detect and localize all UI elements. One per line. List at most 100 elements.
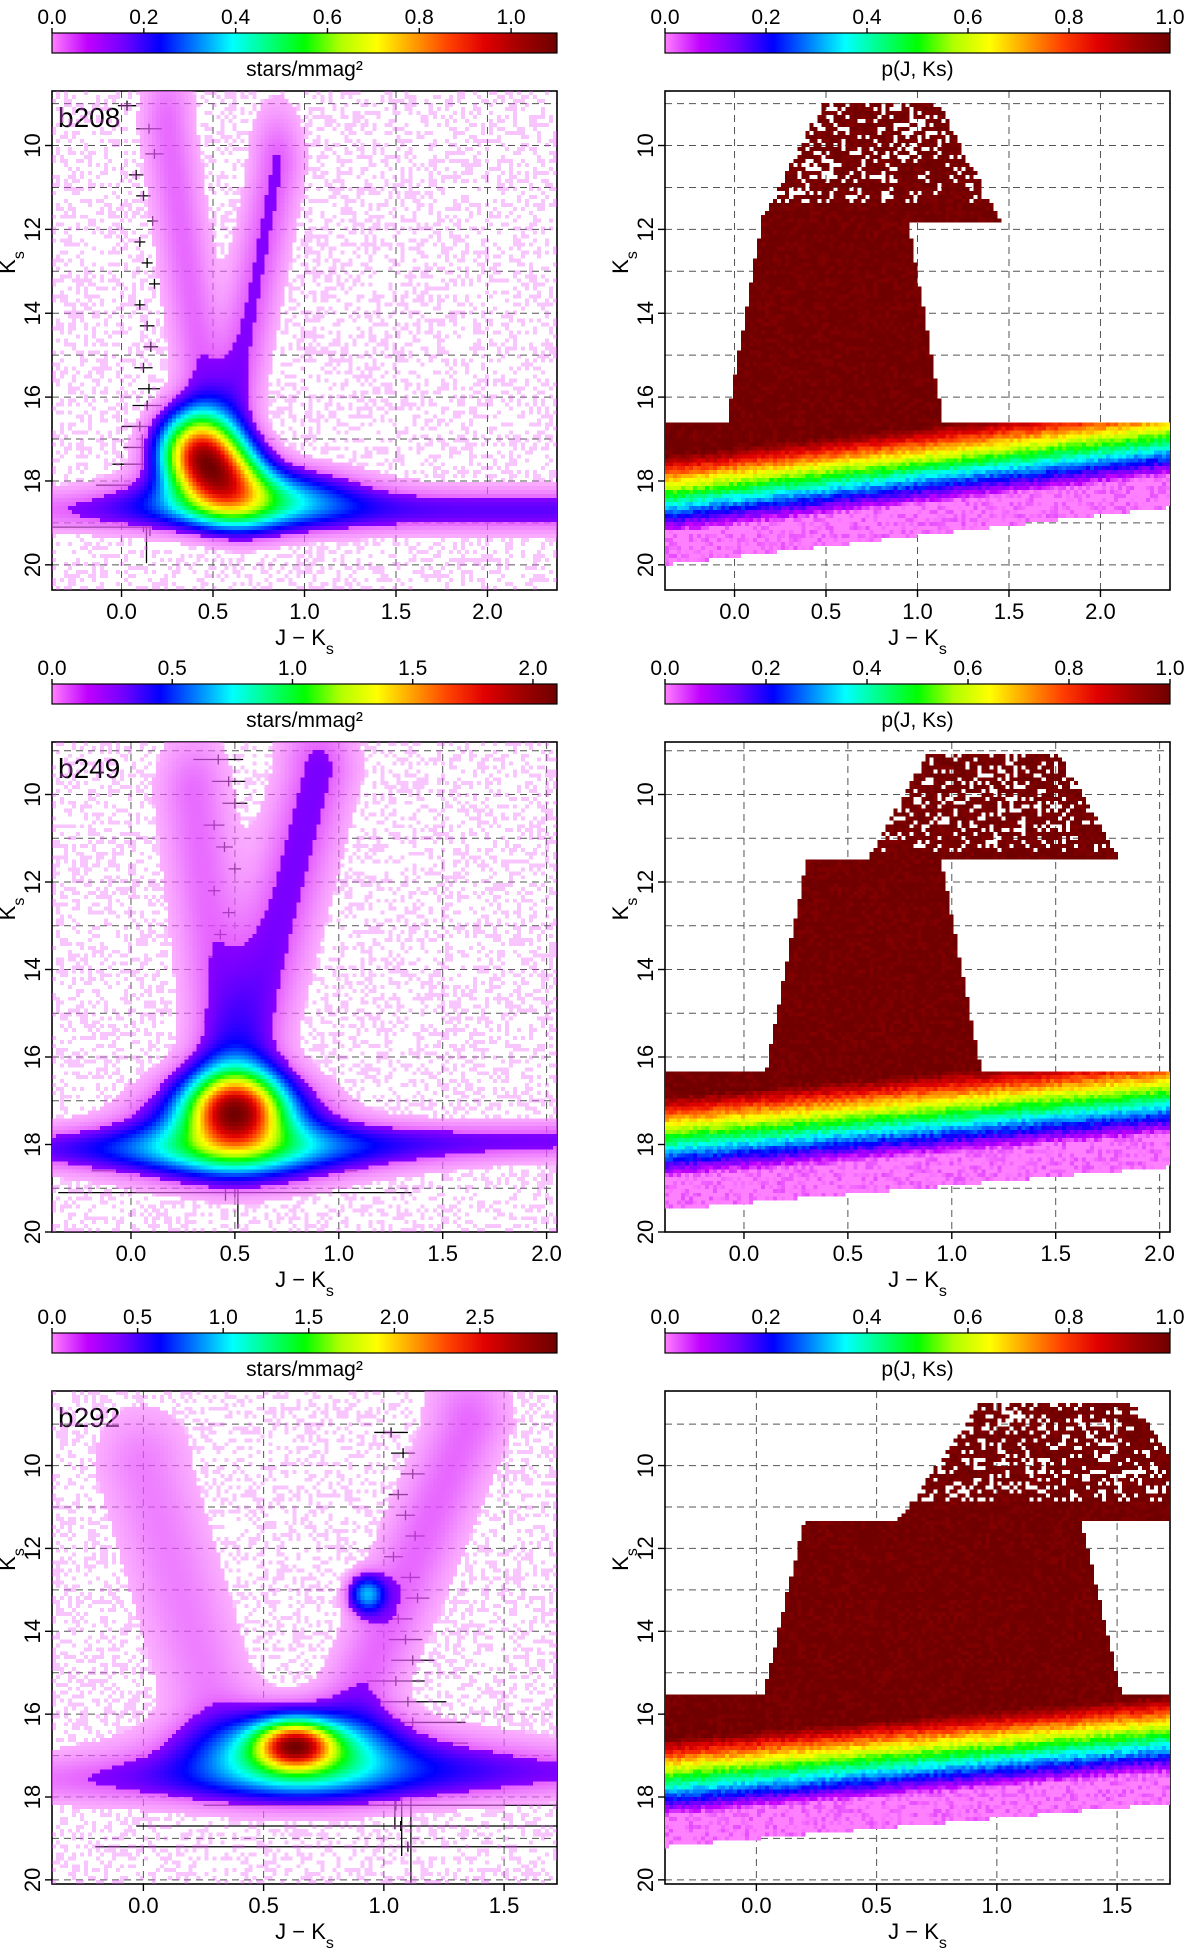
x-tick-label: 0.5 [198,599,229,624]
heatmap-b249-density [52,742,557,1232]
colorbar-tick-label: 0.8 [1054,1306,1083,1329]
x-tick-label: 0.0 [719,599,750,624]
colorbar-tick-label: 0.6 [953,6,982,29]
y-tick-label: 10 [633,782,658,806]
x-tick-label: 1.5 [427,1241,458,1266]
y-tick-label: 12 [633,217,658,241]
x-tick-label: 0.5 [248,1893,279,1918]
x-axis-label: J − Ks [888,625,947,658]
colorbar-label: p(J, Ks) [881,1358,953,1381]
y-tick-label: 16 [20,385,45,409]
heatmap-b292-density [52,1391,557,1884]
x-tick-label: 1.5 [1102,1893,1133,1918]
y-tick-label: 14 [20,957,45,981]
y-axis-label: Ks [608,898,641,921]
y-tick-label: 20 [20,1868,45,1892]
heatmap-b208-prob [665,91,1170,590]
colorbar-tick-label: 2.0 [380,1306,409,1329]
colorbar-tick-label: 0.2 [751,657,780,680]
colorbar-label: stars/mmag² [246,58,363,81]
y-tick-label: 18 [633,1132,658,1156]
colorbar-tick-label: 1.0 [496,6,525,29]
x-tick-label: 2.0 [1144,1241,1175,1266]
y-tick-label: 10 [20,1453,45,1477]
colorbar-tick-label: 0.2 [751,6,780,29]
y-tick-label: 10 [633,133,658,157]
colorbar-tick-label: 2.5 [465,1306,494,1329]
y-tick-label: 10 [633,1453,658,1477]
colorbar-tick-label: 0.6 [313,6,342,29]
x-tick-label: 1.5 [994,599,1025,624]
y-tick-label: 12 [633,870,658,894]
x-tick-label: 2.0 [1085,599,1116,624]
colorbar [51,683,558,705]
x-tick-label: 0.0 [741,1893,772,1918]
heatmap-b292-prob [665,1391,1170,1884]
colorbar-tick-label: 0.0 [37,6,66,29]
y-tick-label: 12 [633,1536,658,1560]
colorbar-label: stars/mmag² [246,1358,363,1381]
y-axis-label: Ks [0,251,28,274]
colorbar-tick-label: 0.0 [650,657,679,680]
colorbar [664,32,1171,54]
y-tick-label: 20 [633,553,658,577]
y-tick-label: 18 [633,1785,658,1809]
y-tick-label: 16 [633,385,658,409]
y-tick-label: 14 [633,957,658,981]
colorbar-tick-label: 0.0 [37,657,66,680]
colorbar-tick-label: 1.0 [278,657,307,680]
colorbar-tick-label: 0.8 [1054,6,1083,29]
colorbar-tick-label: 0.6 [953,657,982,680]
colorbar-tick-label: 0.2 [129,6,158,29]
y-tick-label: 12 [20,870,45,894]
x-tick-label: 1.0 [982,1893,1013,1918]
colorbar-tick-label: 1.5 [294,1306,323,1329]
colorbar-tick-label: 0.4 [852,657,882,680]
x-tick-label: 0.0 [106,599,137,624]
y-tick-label: 14 [20,301,45,325]
y-tick-label: 12 [20,1536,45,1560]
y-tick-label: 20 [20,553,45,577]
y-tick-label: 20 [633,1220,658,1244]
colorbar-tick-label: 0.4 [852,1306,882,1329]
y-tick-label: 12 [20,217,45,241]
y-tick-label: 14 [633,1619,658,1643]
x-tick-label: 1.5 [1040,1241,1071,1266]
colorbar-tick-label: 0.0 [650,1306,679,1329]
y-tick-label: 18 [633,469,658,493]
x-axis-label: J − Ks [275,1919,334,1952]
y-tick-label: 16 [633,1702,658,1726]
y-tick-label: 14 [633,301,658,325]
x-tick-label: 0.5 [220,1241,251,1266]
y-axis-label: Ks [608,251,641,274]
heatmap-b249-prob [665,742,1170,1232]
y-tick-label: 10 [20,133,45,157]
y-tick-label: 16 [20,1702,45,1726]
colorbar [664,1332,1171,1354]
colorbar-label: stars/mmag² [246,709,363,732]
colorbar-tick-label: 0.4 [852,6,882,29]
colorbar-tick-label: 0.2 [751,1306,780,1329]
colorbar-tick-label: 1.0 [1155,6,1184,29]
y-tick-label: 20 [20,1220,45,1244]
colorbar-label: p(J, Ks) [881,709,953,732]
colorbar [51,1332,558,1354]
x-tick-label: 1.0 [289,599,320,624]
y-axis-label: Ks [0,898,28,921]
x-tick-label: 1.0 [323,1241,354,1266]
colorbar-tick-label: 0.0 [650,6,679,29]
x-axis-label: J − Ks [888,1267,947,1300]
x-tick-label: 1.0 [936,1241,967,1266]
y-tick-label: 14 [20,1619,45,1643]
x-tick-label: 2.0 [472,599,503,624]
colorbar-tick-label: 1.0 [209,1306,238,1329]
colorbar-tick-label: 0.4 [221,6,251,29]
x-tick-label: 2.0 [531,1241,562,1266]
colorbar-label: p(J, Ks) [881,58,953,81]
y-tick-label: 20 [633,1868,658,1892]
colorbar [664,683,1171,705]
y-tick-label: 18 [20,1785,45,1809]
colorbar [51,32,558,54]
colorbar-tick-label: 0.0 [37,1306,66,1329]
